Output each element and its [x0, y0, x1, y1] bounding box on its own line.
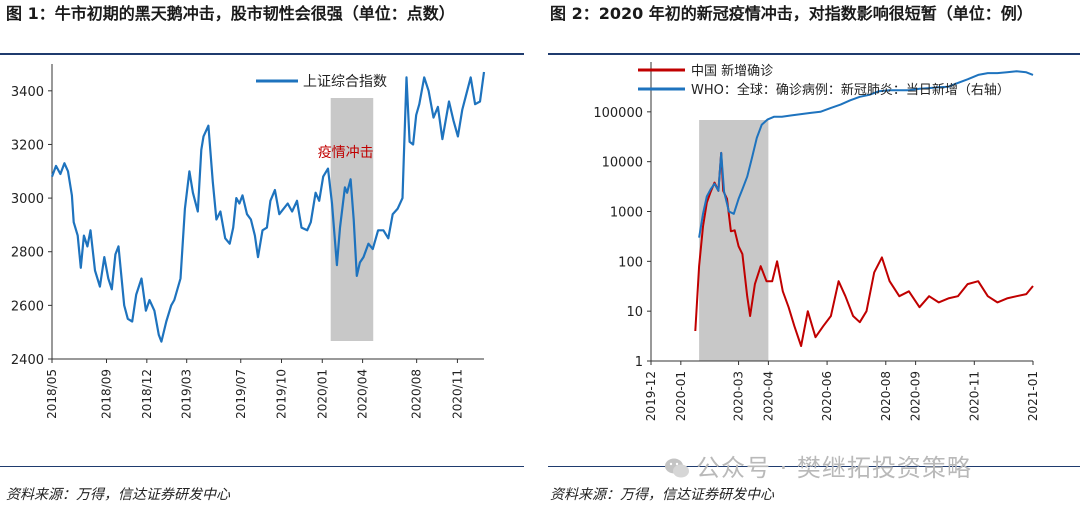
- left-source-note: 资料来源：万得，信达证券研发中心: [6, 487, 230, 503]
- right-y-tick-label: 10: [626, 305, 643, 320]
- left-y-tick-label: 2600: [11, 299, 44, 314]
- left-y-tick-label: 2400: [11, 353, 44, 368]
- left-title-divider: [0, 53, 524, 55]
- watermark: 公众号 · 樊继拓投资策略: [664, 448, 972, 483]
- left-shaded-period: [330, 98, 374, 341]
- left-x-tick-label: 2020/04: [356, 369, 370, 419]
- left-x-tick-label: 2018/05: [45, 369, 59, 419]
- right-chart: 1 10 100 1000 10000 100000 2019-12 2020-01 2020-…: [593, 62, 1040, 421]
- left-x-tick-label: 2020/11: [450, 369, 464, 419]
- right-x-tick-label: 2021-01: [1026, 371, 1040, 421]
- wechat-icon: [665, 458, 689, 478]
- right-y-tick-label: 1: [635, 355, 643, 370]
- right-x-tick-label: 2020-09: [909, 371, 923, 421]
- left-y-tick-label: 2800: [11, 246, 44, 261]
- left-footer-divider: [0, 466, 524, 467]
- right-series-who-line: [698, 70, 1034, 238]
- left-chart-title: 图 1：牛市初期的黑天鹅冲击，股市韧性会很强（单位：点数）: [6, 4, 455, 23]
- right-x-tick-label: 2020-03: [732, 371, 746, 421]
- right-x-tick-label: 2020-04: [761, 371, 775, 421]
- right-legend-who-label: WHO：全球：确诊病例：新冠肺炎：当日新增（右轴）: [691, 82, 1010, 98]
- left-chart: 疫情冲击 2400 2600 2800 3000 3200 3400 2018/05 2018/…: [11, 64, 486, 419]
- left-x-tick-label: 2019/10: [275, 369, 289, 419]
- right-y-tick-label: 100000: [593, 106, 643, 121]
- left-x-tick-label: 2018/09: [99, 369, 113, 419]
- right-x-tick-label: 2019-12: [644, 371, 658, 421]
- right-y-tick-label: 10000: [602, 156, 643, 171]
- left-series-line: [50, 71, 486, 343]
- right-shaded-period: [699, 120, 769, 361]
- left-legend-label: 上证综合指数: [303, 74, 387, 90]
- right-source-note: 资料来源：万得，信达证券研发中心: [550, 487, 774, 503]
- right-x-tick-label: 2020-08: [879, 371, 893, 421]
- left-annotation-label: 疫情冲击: [318, 145, 374, 161]
- left-x-tick-label: 2019/07: [234, 369, 248, 419]
- left-x-tick-label: 2018/12: [140, 369, 154, 419]
- left-y-tick-label: 3400: [11, 85, 44, 100]
- left-x-tick-label: 2020/08: [410, 369, 424, 419]
- right-x-tick-label: 2020-11: [967, 371, 981, 421]
- right-legend-china-label: 中国 新增确诊: [691, 63, 773, 79]
- left-x-tick-label: 2020/01: [315, 369, 329, 419]
- right-y-tick-label: 1000: [610, 206, 643, 221]
- right-x-tick-label: 2020-06: [820, 371, 834, 421]
- right-x-tick-label: 2020-01: [674, 371, 688, 421]
- right-title-divider: [548, 53, 1080, 55]
- left-y-tick-label: 3200: [11, 138, 44, 153]
- left-x-tick-label: 2019/03: [180, 369, 194, 419]
- right-y-tick-label: 100: [618, 255, 643, 270]
- watermark-text: 公众号 · 樊继拓投资策略: [696, 454, 972, 482]
- left-y-tick-label: 3000: [11, 192, 44, 207]
- right-chart-title: 图 2：2020 年初的新冠疫情冲击，对指数影响很短暂（单位：例）: [550, 4, 1033, 23]
- right-footer-divider: [548, 466, 1080, 467]
